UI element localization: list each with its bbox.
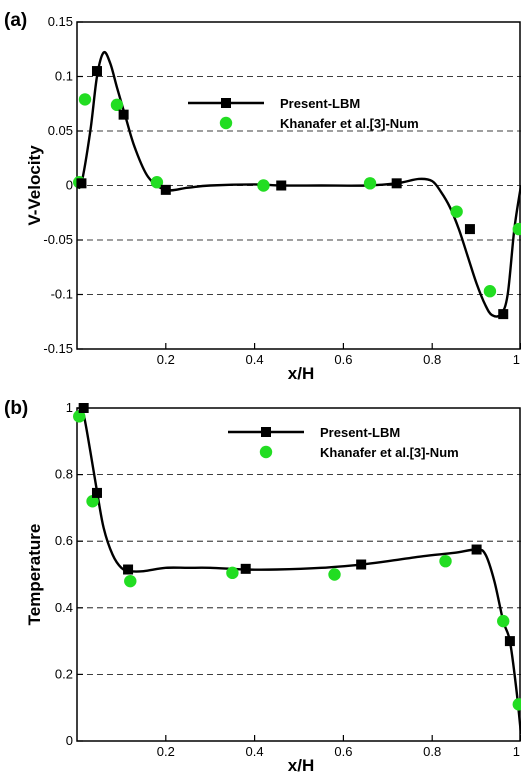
chart-panel-b: 0 0.2 0.4 0.6 0.8 1 0.2 0.4 0.6 0.8 1 x/H Temperatur… — [4, 398, 521, 775]
x-tick-label: 0.2 — [157, 352, 175, 367]
y-tick-label: 0.6 — [55, 533, 73, 548]
series-line-present-lbm — [78, 407, 521, 735]
x-tick-label: 0.4 — [246, 352, 264, 367]
y-tick-label: 0.4 — [55, 600, 73, 615]
data-point-present-lbm — [276, 180, 287, 191]
data-point-khanafer — [86, 495, 99, 508]
data-point-present-lbm — [160, 184, 171, 195]
series-line-present-lbm — [77, 50, 521, 318]
data-point-khanafer — [483, 285, 497, 298]
x-tick-label: 1 — [513, 352, 520, 367]
data-point-present-lbm — [240, 563, 251, 574]
data-point-khanafer — [450, 205, 463, 218]
x-tick-label: 0.8 — [423, 744, 441, 759]
data-point-khanafer — [150, 176, 164, 189]
x-axis-label: x/H — [288, 364, 314, 383]
legend-label-present-lbm: Present-LBM — [320, 425, 400, 440]
y-tick-label: 0.2 — [55, 666, 73, 681]
data-point-present-lbm — [471, 544, 482, 555]
data-point-khanafer — [78, 93, 92, 106]
data-point-present-lbm — [91, 487, 102, 498]
legend-marker-present-lbm — [221, 98, 231, 108]
x-tick-label: 0.6 — [334, 744, 352, 759]
data-point-present-lbm — [118, 109, 129, 120]
y-tick-label: 0.1 — [55, 69, 73, 84]
y-tick-label: -0.15 — [43, 341, 73, 356]
legend-marker-present-lbm — [261, 427, 271, 437]
data-point-present-lbm — [464, 224, 475, 235]
y-tick-label: 1 — [66, 400, 73, 415]
data-point-khanafer — [226, 566, 239, 580]
chart-panel-a: -0.15 -0.1 -0.05 0 0.05 0.1 0.15 0.2 0.4 0.6 0.8 1 x… — [4, 10, 521, 383]
data-point-present-lbm — [78, 403, 89, 413]
data-point-present-lbm — [391, 178, 402, 189]
data-point-khanafer — [512, 222, 521, 236]
y-axis-label: Temperature — [25, 524, 44, 626]
legend-marker-khanafer — [259, 445, 273, 459]
y-tick-label: 0 — [66, 733, 73, 748]
data-point-present-lbm — [498, 309, 509, 320]
y-tick-label: -0.1 — [51, 287, 73, 302]
panel-label: (b) — [4, 398, 28, 419]
legend-label-present-lbm: Present-LBM — [280, 96, 360, 111]
data-point-present-lbm — [356, 559, 367, 570]
data-point-khanafer — [328, 568, 341, 581]
data-point-khanafer — [512, 698, 521, 711]
x-tick-label: 0.6 — [334, 352, 352, 367]
data-point-khanafer — [497, 614, 510, 628]
x-tick-label: 0.2 — [157, 744, 175, 759]
data-point-present-lbm — [91, 66, 102, 77]
y-tick-label: 0.8 — [55, 467, 73, 482]
legend: Present-LBM Khanafer et al.[3]-Num — [188, 96, 419, 131]
legend-label-khanafer: Khanafer et al.[3]-Num — [320, 445, 459, 460]
y-tick-label: 0 — [66, 178, 73, 193]
data-point-khanafer — [124, 574, 137, 588]
y-axis-label: V-Velocity — [25, 145, 44, 226]
data-point-khanafer — [439, 554, 452, 568]
x-axis-label: x/H — [288, 756, 314, 775]
legend-marker-khanafer — [219, 116, 233, 130]
x-tick-label: 0.8 — [423, 352, 441, 367]
y-tick-label: 0.05 — [48, 123, 73, 138]
data-point-present-lbm — [76, 178, 87, 189]
data-point-khanafer — [363, 177, 377, 190]
legend: Present-LBM Khanafer et al.[3]-Num — [228, 425, 459, 460]
data-point-present-lbm — [123, 564, 134, 575]
plot-frame — [76, 407, 521, 742]
legend-label-khanafer: Khanafer et al.[3]-Num — [280, 116, 419, 131]
data-point-present-lbm — [504, 636, 515, 647]
panel-label: (a) — [4, 10, 27, 31]
data-point-khanafer — [110, 98, 124, 112]
data-point-khanafer — [257, 179, 270, 192]
data-point-khanafer — [73, 410, 86, 423]
y-tick-label: 0.15 — [48, 14, 73, 29]
x-tick-label: 1 — [513, 744, 520, 759]
y-tick-label: -0.05 — [43, 232, 73, 247]
x-tick-label: 0.4 — [246, 744, 264, 759]
